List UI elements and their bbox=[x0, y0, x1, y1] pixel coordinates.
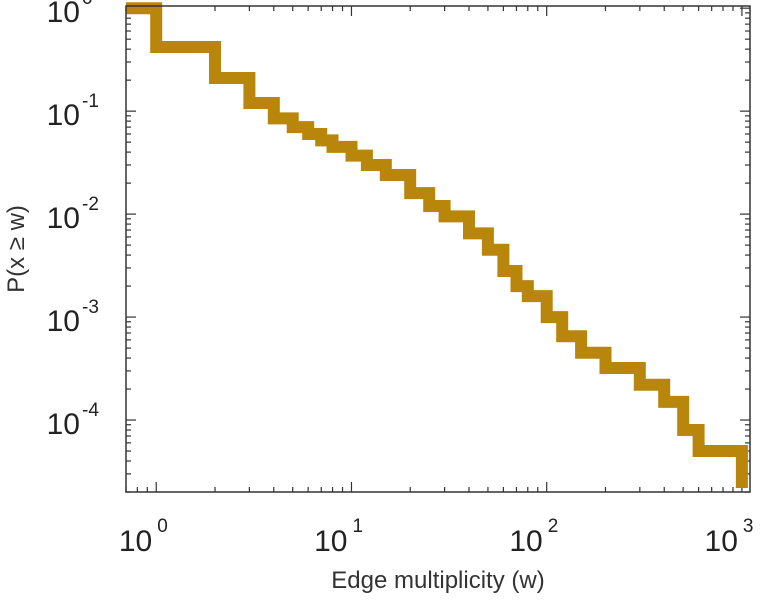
y-tick-exponent: 0 bbox=[82, 0, 93, 9]
x-tick-label: 10 bbox=[509, 525, 542, 558]
y-tick-exponent: -2 bbox=[82, 194, 99, 215]
y-tick-label: 10 bbox=[47, 99, 80, 132]
y-tick-exponent: -4 bbox=[82, 400, 99, 421]
y-tick-label: 10 bbox=[47, 0, 80, 29]
tick-labels: 10010110210310010-110-210-310-4 bbox=[47, 0, 754, 558]
x-tick-exponent: 3 bbox=[743, 516, 754, 537]
x-tick-label: 10 bbox=[705, 525, 738, 558]
y-tick-label: 10 bbox=[47, 305, 80, 338]
y-tick-exponent: -1 bbox=[82, 91, 99, 112]
x-tick-exponent: 1 bbox=[352, 516, 363, 537]
y-axis-title: P(x ≥ w) bbox=[3, 205, 30, 293]
x-tick-exponent: 2 bbox=[548, 516, 559, 537]
x-tick-exponent: 0 bbox=[157, 516, 168, 537]
x-axis-title: Edge multiplicity (w) bbox=[331, 567, 544, 594]
x-tick-label: 10 bbox=[314, 525, 347, 558]
y-tick-label: 10 bbox=[47, 408, 80, 441]
plot-frame bbox=[125, 5, 751, 493]
y-tick-label: 10 bbox=[47, 202, 80, 235]
y-tick-exponent: -3 bbox=[82, 297, 99, 318]
x-tick-label: 10 bbox=[119, 525, 152, 558]
ccdf-step-line bbox=[126, 2, 748, 488]
series-layer bbox=[126, 2, 748, 488]
